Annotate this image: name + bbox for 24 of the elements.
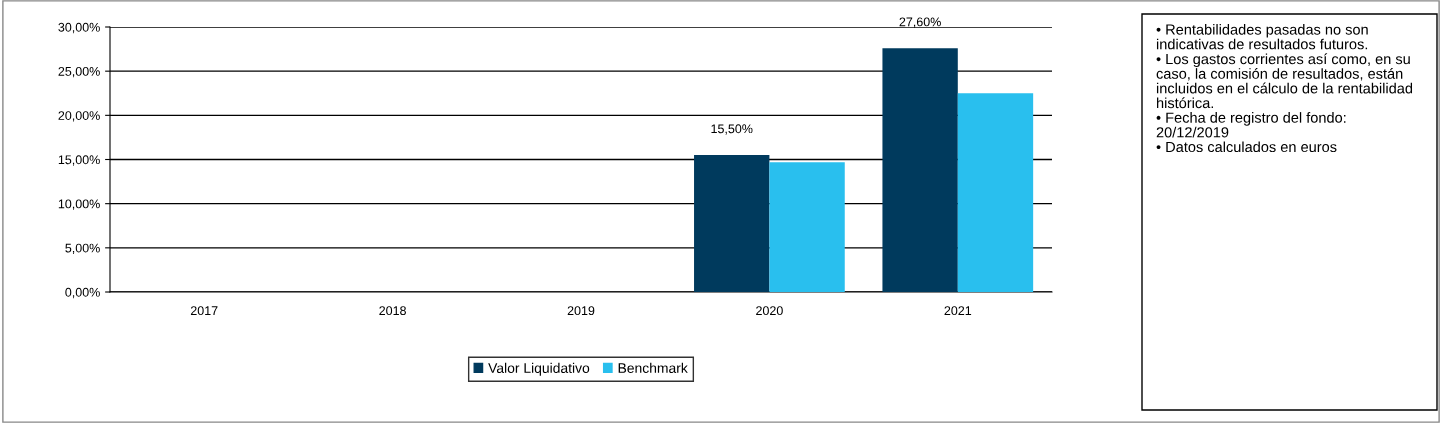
text: • Datos calculados en euros	[1156, 141, 1337, 153]
y-tick-label: 10,00%	[58, 199, 100, 210]
bar	[694, 155, 770, 292]
y-tick-label: 30,00%	[58, 22, 100, 34]
y-tick-label: 5,00%	[65, 243, 100, 254]
x-tick-label: 2017	[190, 306, 218, 316]
data-label: 27,60%	[899, 17, 941, 28]
data-label: 15,50%	[711, 124, 753, 135]
y-tick-label: 20,00%	[58, 111, 100, 122]
y-tick-label: 25,00%	[58, 66, 100, 78]
y-tick-label: 15,00%	[58, 155, 100, 166]
legend-label: Benchmark	[618, 362, 688, 373]
x-tick-label: 2021	[944, 306, 972, 316]
bar	[957, 93, 1034, 292]
bar	[769, 162, 845, 292]
y-tick-label: 0,00%	[65, 287, 100, 299]
text: • Rentabilidades pasadas no son indicativas de resultados futuros.	[1156, 24, 1368, 50]
bar	[882, 48, 958, 292]
text: • Fecha de registro del fondo: 20/12/2019	[1156, 112, 1346, 138]
x-tick-label: 2019	[567, 306, 595, 316]
legend-label: Valor Liquidativo	[488, 362, 590, 376]
x-tick-label: 2018	[379, 306, 406, 316]
x-tick-label: 2020	[756, 306, 783, 316]
text: • Los gastos corrientes así como, en su caso, la comisión de resultados, están incluidos en el cálculo de la rentabilidad histórica.	[1156, 53, 1413, 109]
